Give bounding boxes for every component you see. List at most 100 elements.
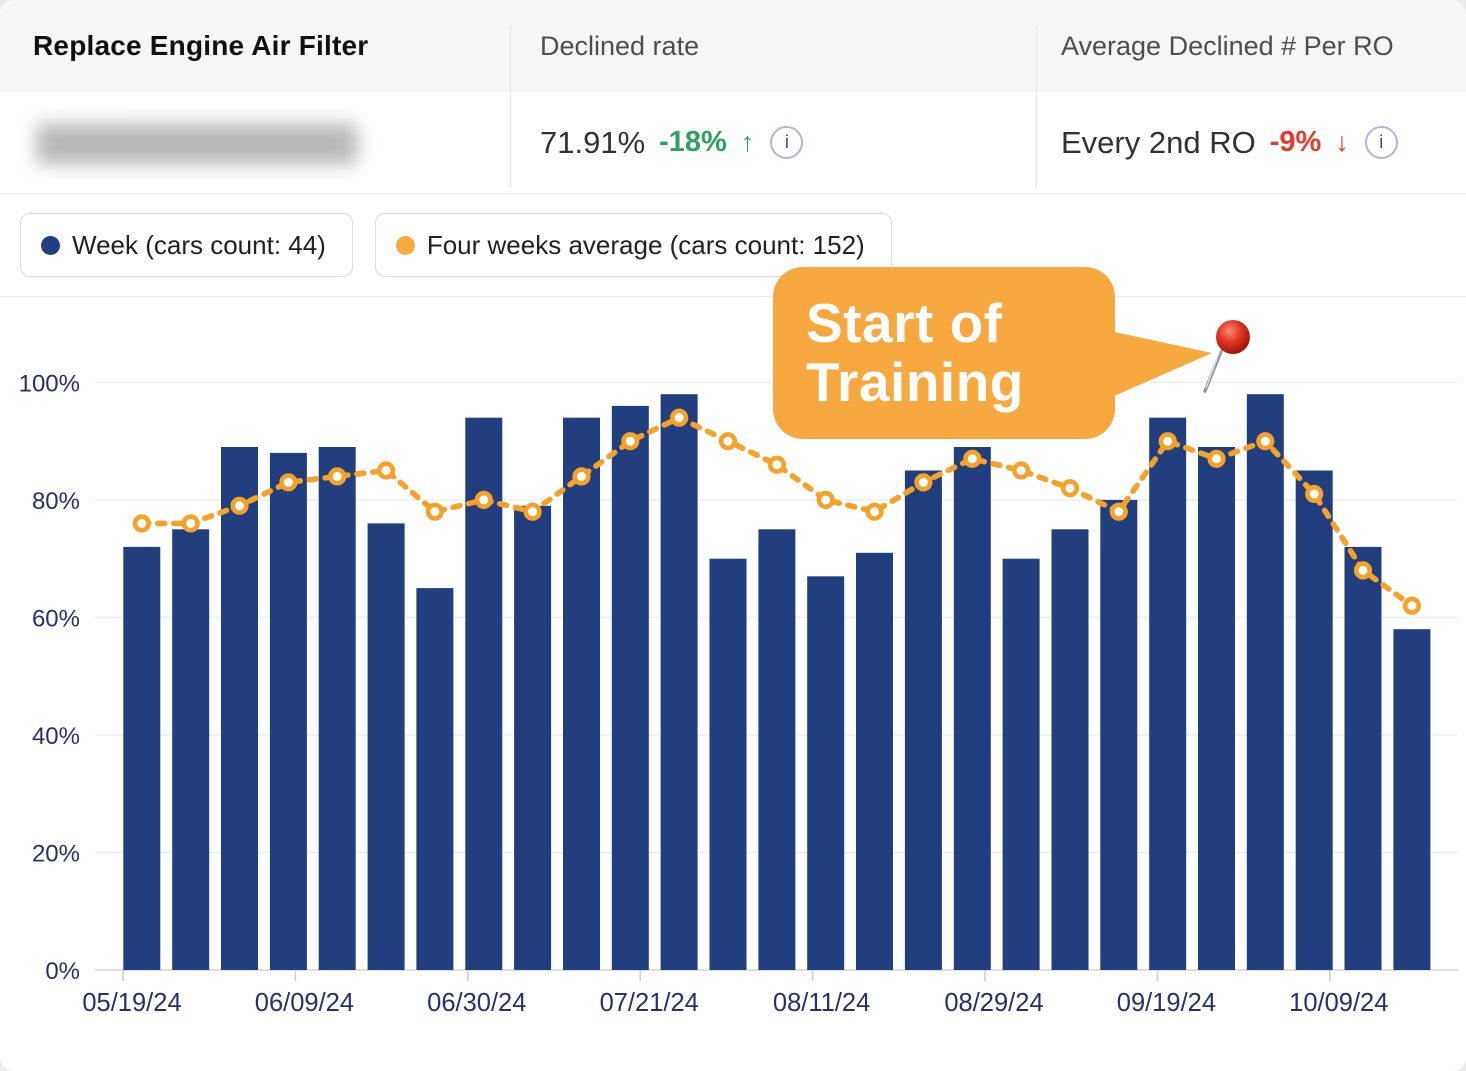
column-divider (510, 25, 511, 188)
avg-point (474, 490, 493, 509)
week-bar (660, 394, 698, 970)
x-axis-label: 05/19/24 (82, 989, 181, 1017)
avg-point (767, 455, 787, 474)
x-axis-label: 10/09/24 (1289, 989, 1388, 1017)
trend-down-arrow-icon: ↓ (1335, 127, 1349, 157)
legend-item-four-weeks-average[interactable]: Four weeks average (cars count: 152) (374, 213, 892, 277)
info-icon[interactable]: i (770, 126, 804, 159)
avg-point (1158, 432, 1177, 451)
x-axis-label: 08/11/24 (773, 989, 870, 1017)
avg-point (621, 432, 640, 451)
trend-up-arrow-icon: ↑ (740, 127, 755, 157)
declined-rate-delta: -18% (659, 126, 727, 158)
week-bar (856, 552, 893, 970)
avg-declined-delta: -9% (1269, 126, 1322, 158)
avg-point (914, 473, 933, 492)
legend-item-week[interactable]: Week (cars count: 44) (20, 213, 353, 277)
avg-point (230, 496, 249, 515)
header-cell-avg-declined: Average Declined # Per RO (1036, 31, 1466, 62)
legend: Week (cars count: 44) Four weeks average… (0, 194, 1466, 297)
header: Replace Engine Air Filter Declined rate … (0, 0, 1466, 92)
avg-point (523, 502, 542, 521)
y-axis-label: 40% (32, 723, 80, 750)
avg-declined-value: Every 2nd RO (1061, 124, 1256, 160)
week-bar (221, 447, 258, 970)
avg-point (328, 467, 347, 486)
week-bar (123, 546, 161, 970)
avg-point (1207, 449, 1226, 468)
avg-point (132, 514, 151, 533)
week-bar (1100, 499, 1138, 970)
legend-label-four-weeks-average: Four weeks average (cars count: 152) (426, 229, 865, 260)
week-bar (709, 558, 747, 970)
avg-point (1402, 596, 1421, 615)
avg-declined-stat: Every 2nd RO -9% ↓ i (1036, 125, 1466, 161)
avg-point (572, 467, 591, 486)
declined-rate-chart: 0% 20% 40% 60% 80% 100% 05/19/24 06/09/24 06/30/… (19, 370, 1458, 1017)
week-bar (1393, 629, 1431, 970)
week-series-dot-icon (41, 235, 60, 255)
y-axis-label: 80% (32, 488, 80, 515)
declined-rate-value: 71.91% (540, 124, 646, 160)
redacted-dealer-name (36, 123, 358, 165)
avg-point (1305, 484, 1324, 504)
avg-line (139, 414, 1415, 609)
column-header-declined-rate: Declined rate (540, 30, 700, 61)
info-icon[interactable]: i (1364, 126, 1398, 159)
avg-point (1353, 561, 1373, 580)
callout-text-line2: Training (806, 351, 1024, 413)
y-axis-label: 60% (32, 605, 80, 632)
avg-point (1109, 502, 1128, 521)
pushpin-icon (1203, 320, 1250, 393)
chart-area: 0% 20% 40% 60% 80% 100% 05/19/24 06/09/24 06/30/… (0, 297, 1466, 1071)
week-bar (269, 452, 307, 970)
week-bar (563, 417, 600, 970)
y-axis-label: 0% (45, 958, 80, 985)
page-title: Replace Engine Air Filter (33, 30, 369, 61)
x-axis-label: 06/30/24 (427, 989, 526, 1017)
avg-point (865, 502, 884, 521)
callout-text-line1: Start of (806, 292, 1003, 355)
x-axis-label: 09/19/24 (1117, 989, 1216, 1017)
week-bar (1149, 417, 1187, 970)
week-bar (172, 529, 210, 970)
avg-point (425, 502, 445, 521)
week-bar (1295, 470, 1333, 970)
week-bar (1246, 394, 1284, 970)
week-bar (465, 417, 503, 970)
declined-rate-stat: 71.91% -18% ↑ i (510, 125, 1036, 161)
x-axis-label: 06/09/24 (255, 989, 354, 1017)
avg-point (1256, 432, 1275, 451)
week-bar (758, 529, 796, 970)
avg-point (181, 514, 200, 533)
column-divider (1036, 25, 1037, 188)
y-axis-label: 20% (32, 840, 80, 867)
avg-point (718, 432, 738, 451)
week-bar (1002, 558, 1040, 970)
x-axis-label: 08/29/24 (944, 989, 1043, 1017)
header-cell-title: Replace Engine Air Filter (0, 30, 510, 62)
avg-point (816, 490, 835, 509)
week-bar (1344, 546, 1382, 970)
avg-point (669, 408, 689, 427)
x-axis-label: 07/21/24 (600, 989, 699, 1017)
avg-series-dot-icon (395, 235, 415, 255)
week-bar (416, 588, 454, 970)
avg-point (963, 449, 982, 468)
avg-point (1011, 461, 1031, 480)
week-bar (367, 523, 405, 970)
week-bar (807, 576, 845, 970)
avg-point (377, 461, 396, 480)
week-bar (904, 470, 942, 970)
callout-tail (1105, 330, 1212, 400)
header-cell-declined-rate: Declined rate (510, 31, 1036, 62)
avg-point (279, 473, 298, 492)
week-bar (953, 447, 991, 970)
week-bar (611, 405, 649, 970)
legend-label-week: Week (cars count: 44) (72, 229, 326, 260)
week-bar (1051, 529, 1089, 970)
y-axis-label: 100% (19, 370, 80, 397)
column-header-avg-declined: Average Declined # Per RO (1061, 30, 1394, 61)
week-bar (514, 505, 552, 970)
